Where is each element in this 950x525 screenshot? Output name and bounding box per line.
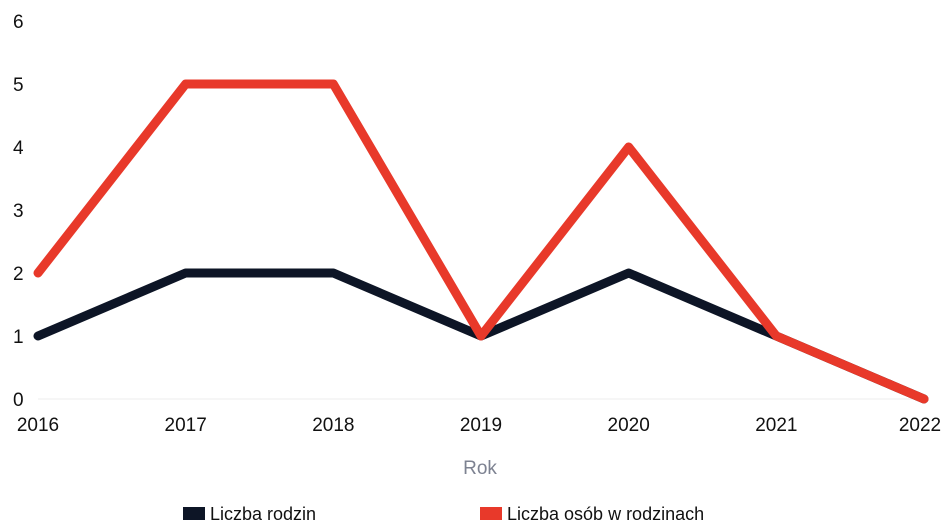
legend: Liczba rodzin Liczba osób w rodzinach [183, 504, 704, 524]
legend-swatch-2 [480, 507, 502, 520]
x-tick-label: 2021 [755, 415, 797, 436]
y-tick-label: 1 [13, 327, 24, 348]
x-axis-ticks: 2016 2017 2018 2019 2020 2021 2022 [17, 415, 941, 436]
y-tick-label: 0 [13, 390, 24, 411]
legend-swatch-1 [183, 507, 205, 520]
y-tick-label: 3 [13, 201, 24, 222]
legend-label-2: Liczba osób w rodzinach [507, 504, 704, 524]
y-tick-label: 2 [13, 264, 24, 285]
y-tick-label: 4 [13, 138, 24, 159]
x-tick-label: 2020 [608, 415, 650, 436]
series-line-2 [33, 79, 929, 404]
y-axis-ticks: 0 1 2 3 4 5 6 [13, 12, 24, 411]
legend-label-1: Liczba rodzin [210, 504, 316, 524]
x-tick-label: 2018 [312, 415, 354, 436]
x-tick-label: 2019 [460, 415, 502, 436]
series-lines [33, 79, 929, 404]
x-axis-title: Rok [463, 458, 497, 479]
x-tick-label: 2017 [165, 415, 207, 436]
x-tick-label: 2022 [899, 415, 941, 436]
x-tick-label: 2016 [17, 415, 59, 436]
y-tick-label: 5 [13, 75, 24, 96]
y-tick-label: 6 [13, 12, 24, 33]
